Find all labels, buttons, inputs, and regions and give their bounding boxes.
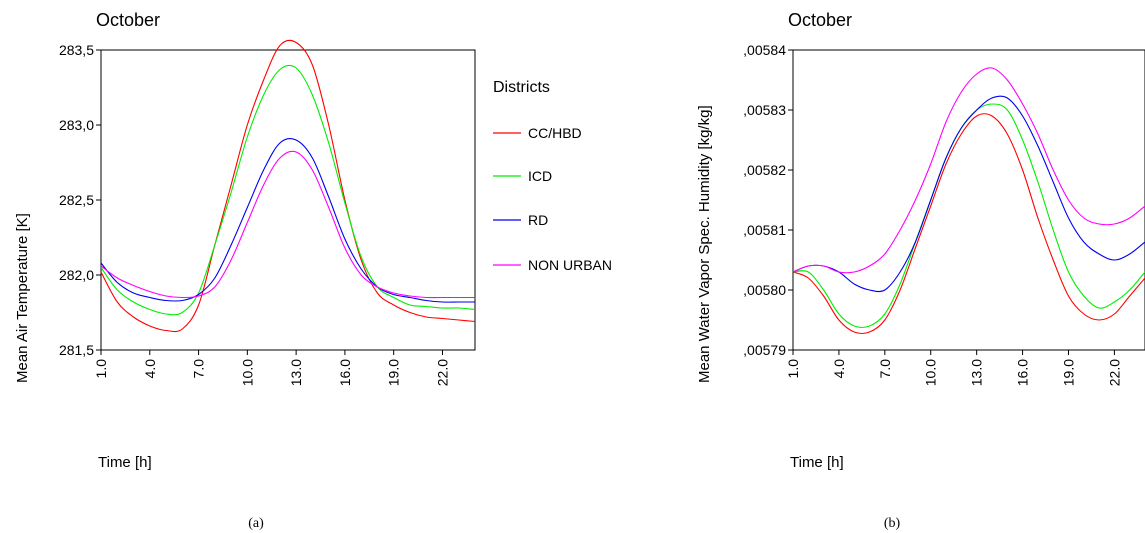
chart-a: 283,5 283,0 282,5 282,0 281,51.0 4.0 7.0 10.0 13… [59,39,476,386]
chart-b-xtick-label: 13.0 [969,359,985,386]
legend-entry-label: NON URBAN [528,257,612,273]
chart-a-series-line-cc-hbd [100,39,476,333]
chart-b-xtick-label: 1.0 [785,359,801,379]
chart-b-ytick-label: ,00584 [743,42,786,58]
chart-a-xtick-label: 4.0 [142,359,158,379]
chart-b-series-line-icd [792,103,1145,329]
chart-b-xlabel: Time [h] [790,454,844,471]
chart-a-plot-frame [100,49,476,351]
chart-a-xtick-label: 10.0 [239,359,255,386]
chart-b-ytick-label: ,00583 [743,102,786,118]
legend-entry-label: CC/HBD [528,125,582,141]
chart-a-xtick-label: 16.0 [337,359,353,386]
chart-a-ytick-label: 282,0 [59,267,94,283]
chart-b-ylabel: Mean Water Vapor Spec. Humidity [kg/kg] [696,105,713,383]
chart-a-ytick-label: 282,5 [59,192,94,208]
chart-a-caption: (a) [248,516,264,531]
chart-a-ytick-label: 283,5 [59,42,94,58]
chart-a-xtick-label: 13.0 [288,359,304,386]
chart-b-xtick-label: 19.0 [1061,359,1077,386]
chart-a-xtick-label: 19.0 [386,359,402,386]
chart-b-xtick-label: 10.0 [923,359,939,386]
chart-b-series-line-cc-hbd [792,113,1145,335]
chart-b-xtick-label: 4.0 [831,359,847,379]
chart-b-caption: (b) [884,516,901,531]
chart-a-title: October [96,10,160,30]
chart-b-title: October [788,10,852,30]
chart-b-series-line-non-urban [792,67,1145,274]
chart-a-xtick-label: 22.0 [435,359,451,386]
legend-entry-label: RD [528,212,548,228]
chart-b-ytick-label: ,00579 [743,342,786,358]
legend: CC/HBD ICD RD NON URBAN [493,125,612,273]
chart-b-xtick-label: 16.0 [1015,359,1031,386]
chart-a-xlabel: Time [h] [98,454,152,471]
chart-a-ytick-label: 283,0 [59,117,94,133]
chart-a-ylabel: Mean Air Temperature [K] [14,213,31,383]
chart-a-xtick-label: 7.0 [191,359,207,379]
chart-a-xtick-label: 1.0 [93,359,109,379]
chart-b-ytick-label: ,00580 [743,282,786,298]
chart-b-series-line-rd [792,95,1145,293]
chart-a-series-line-non-urban [100,150,475,299]
chart-b-xtick-label: 7.0 [877,359,893,379]
chart-b-ytick-label: ,00581 [743,222,786,238]
legend-entry-label: ICD [528,168,552,184]
legend-title: Districts [493,79,550,96]
chart-b-plot-frame [792,49,1145,351]
chart-b-ytick-label: ,00582 [743,162,786,178]
chart-b-xtick-label: 22.0 [1106,359,1122,386]
chart-a-series-line-rd [100,137,475,303]
chart-a-series-line-icd [100,64,476,316]
chart-a-ytick-label: 281,5 [59,342,94,358]
